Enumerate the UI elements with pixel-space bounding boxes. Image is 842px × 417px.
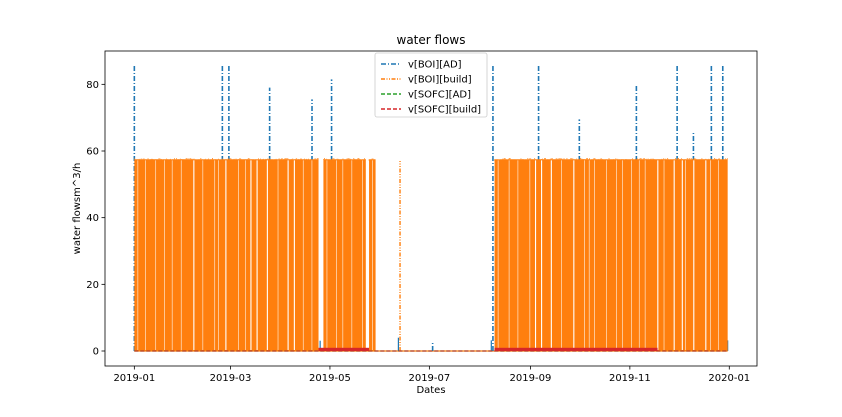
series-boi-build-gap — [616, 160, 617, 350]
series-boi-build-gap — [351, 160, 353, 350]
x-tick-label: 2020-01 — [708, 373, 750, 384]
series-boi-build-gap — [594, 160, 595, 350]
series-boi-build-gap — [508, 160, 510, 350]
series-boi-build-gap — [517, 160, 519, 350]
x-tick-label: 2019-11 — [609, 373, 651, 384]
plot-frame — [104, 50, 758, 367]
x-axis: 2019-01 2019-03 2019-05 2019-07 2019-09 2019-… — [113, 366, 750, 384]
series-sofc-build-band — [494, 347, 658, 351]
x-tick-label: 2019-01 — [113, 373, 155, 384]
series-sofc-build-band — [318, 347, 370, 351]
y-axis-label: water flowsm^3/h — [72, 163, 83, 255]
y-tick-label: 40 — [86, 213, 99, 224]
series-boi-build-gap — [631, 160, 632, 350]
x-tick-label: 2019-09 — [510, 373, 552, 384]
plot-marks — [133, 64, 729, 352]
series-boi-build-gap — [622, 160, 623, 350]
series-boi-build-gap — [673, 160, 675, 350]
series-boi-build-gap — [311, 160, 313, 350]
series-boi-build-gap — [180, 160, 182, 350]
series-boi-build-gap — [137, 160, 139, 350]
series-boi-build-gap — [293, 160, 295, 350]
legend: v[BOI][AD] v[BOI][build] v[SOFC][AD] v[SOFC… — [374, 52, 488, 118]
series-boi-build-gap — [705, 160, 707, 350]
series-boi-build-gap — [256, 160, 258, 350]
series-boi-build-band — [323, 159, 366, 351]
x-axis-label: Dates — [416, 385, 445, 396]
series-boi-build-gap — [238, 160, 239, 350]
series-boi-build-gap — [534, 160, 537, 350]
series-boi-build-gap — [710, 160, 711, 350]
series-boi-build-gap — [693, 160, 695, 350]
y-tick-label: 80 — [86, 80, 99, 91]
series-boi-build-gap — [644, 160, 646, 350]
series-boi-build-gap — [266, 160, 268, 350]
legend-box — [374, 52, 488, 118]
series-boi-build-gap — [541, 160, 543, 350]
series-boi-build-gap — [606, 160, 607, 350]
series-boi-build-gap — [638, 160, 640, 350]
series-boi-build-gap — [155, 160, 157, 350]
series-boi-build-gap — [287, 160, 289, 350]
y-axis: 0 20 40 60 80 — [86, 80, 105, 358]
x-tick-label: 2019-05 — [309, 373, 351, 384]
series-boi-build-gap — [250, 160, 252, 350]
legend-label: v[SOFC][AD] — [408, 90, 471, 101]
series-boi-build-gap — [171, 160, 173, 350]
series-boi-build-gap — [588, 160, 590, 350]
x-tick-label: 2019-03 — [210, 373, 252, 384]
series-boi-build-gap — [681, 160, 683, 350]
series-boi-build-band — [494, 159, 728, 351]
series-boi-build-gap — [561, 160, 562, 350]
legend-label: v[BOI][AD] — [408, 60, 462, 71]
chart-title: water flows — [397, 33, 466, 47]
series-boi-build-gap — [550, 160, 552, 350]
series-boi-build-gap — [663, 160, 665, 350]
series-boi-build-gap — [362, 160, 363, 350]
series-boi-build-gap — [497, 160, 499, 350]
series-boi-build-gap — [342, 160, 344, 350]
series-boi-build-gap — [214, 160, 216, 350]
series-boi-build-gap — [164, 160, 165, 350]
series-boi-build-gap — [584, 160, 585, 350]
series-boi-build-gap — [573, 160, 575, 350]
series-boi-build-gap — [245, 160, 247, 350]
series-boi-build-gap — [145, 160, 146, 350]
legend-label: v[BOI][build] — [408, 75, 472, 86]
series-boi-build-gap — [193, 160, 195, 350]
x-tick-label: 2019-07 — [408, 373, 450, 384]
series-boi-build-gap — [326, 160, 328, 350]
y-tick-label: 20 — [86, 280, 99, 291]
series-boi-build-gap — [685, 160, 686, 350]
legend-label: v[SOFC][build] — [408, 105, 481, 116]
y-tick-label: 0 — [93, 347, 99, 358]
series-boi-build-gap — [718, 160, 719, 350]
series-boi-build-gap — [225, 160, 227, 350]
series-boi-build-gap — [202, 160, 204, 350]
series-boi-build-gap — [657, 160, 659, 350]
series-boi-build-gap — [218, 160, 219, 350]
y-tick-label: 60 — [86, 147, 99, 158]
series-boi-build-gap — [302, 160, 304, 350]
series-boi-build-gap — [277, 160, 279, 350]
series-boi-build-gap — [336, 160, 337, 350]
series-boi-build-gap — [372, 160, 373, 350]
series-boi-build-gap — [529, 160, 531, 350]
